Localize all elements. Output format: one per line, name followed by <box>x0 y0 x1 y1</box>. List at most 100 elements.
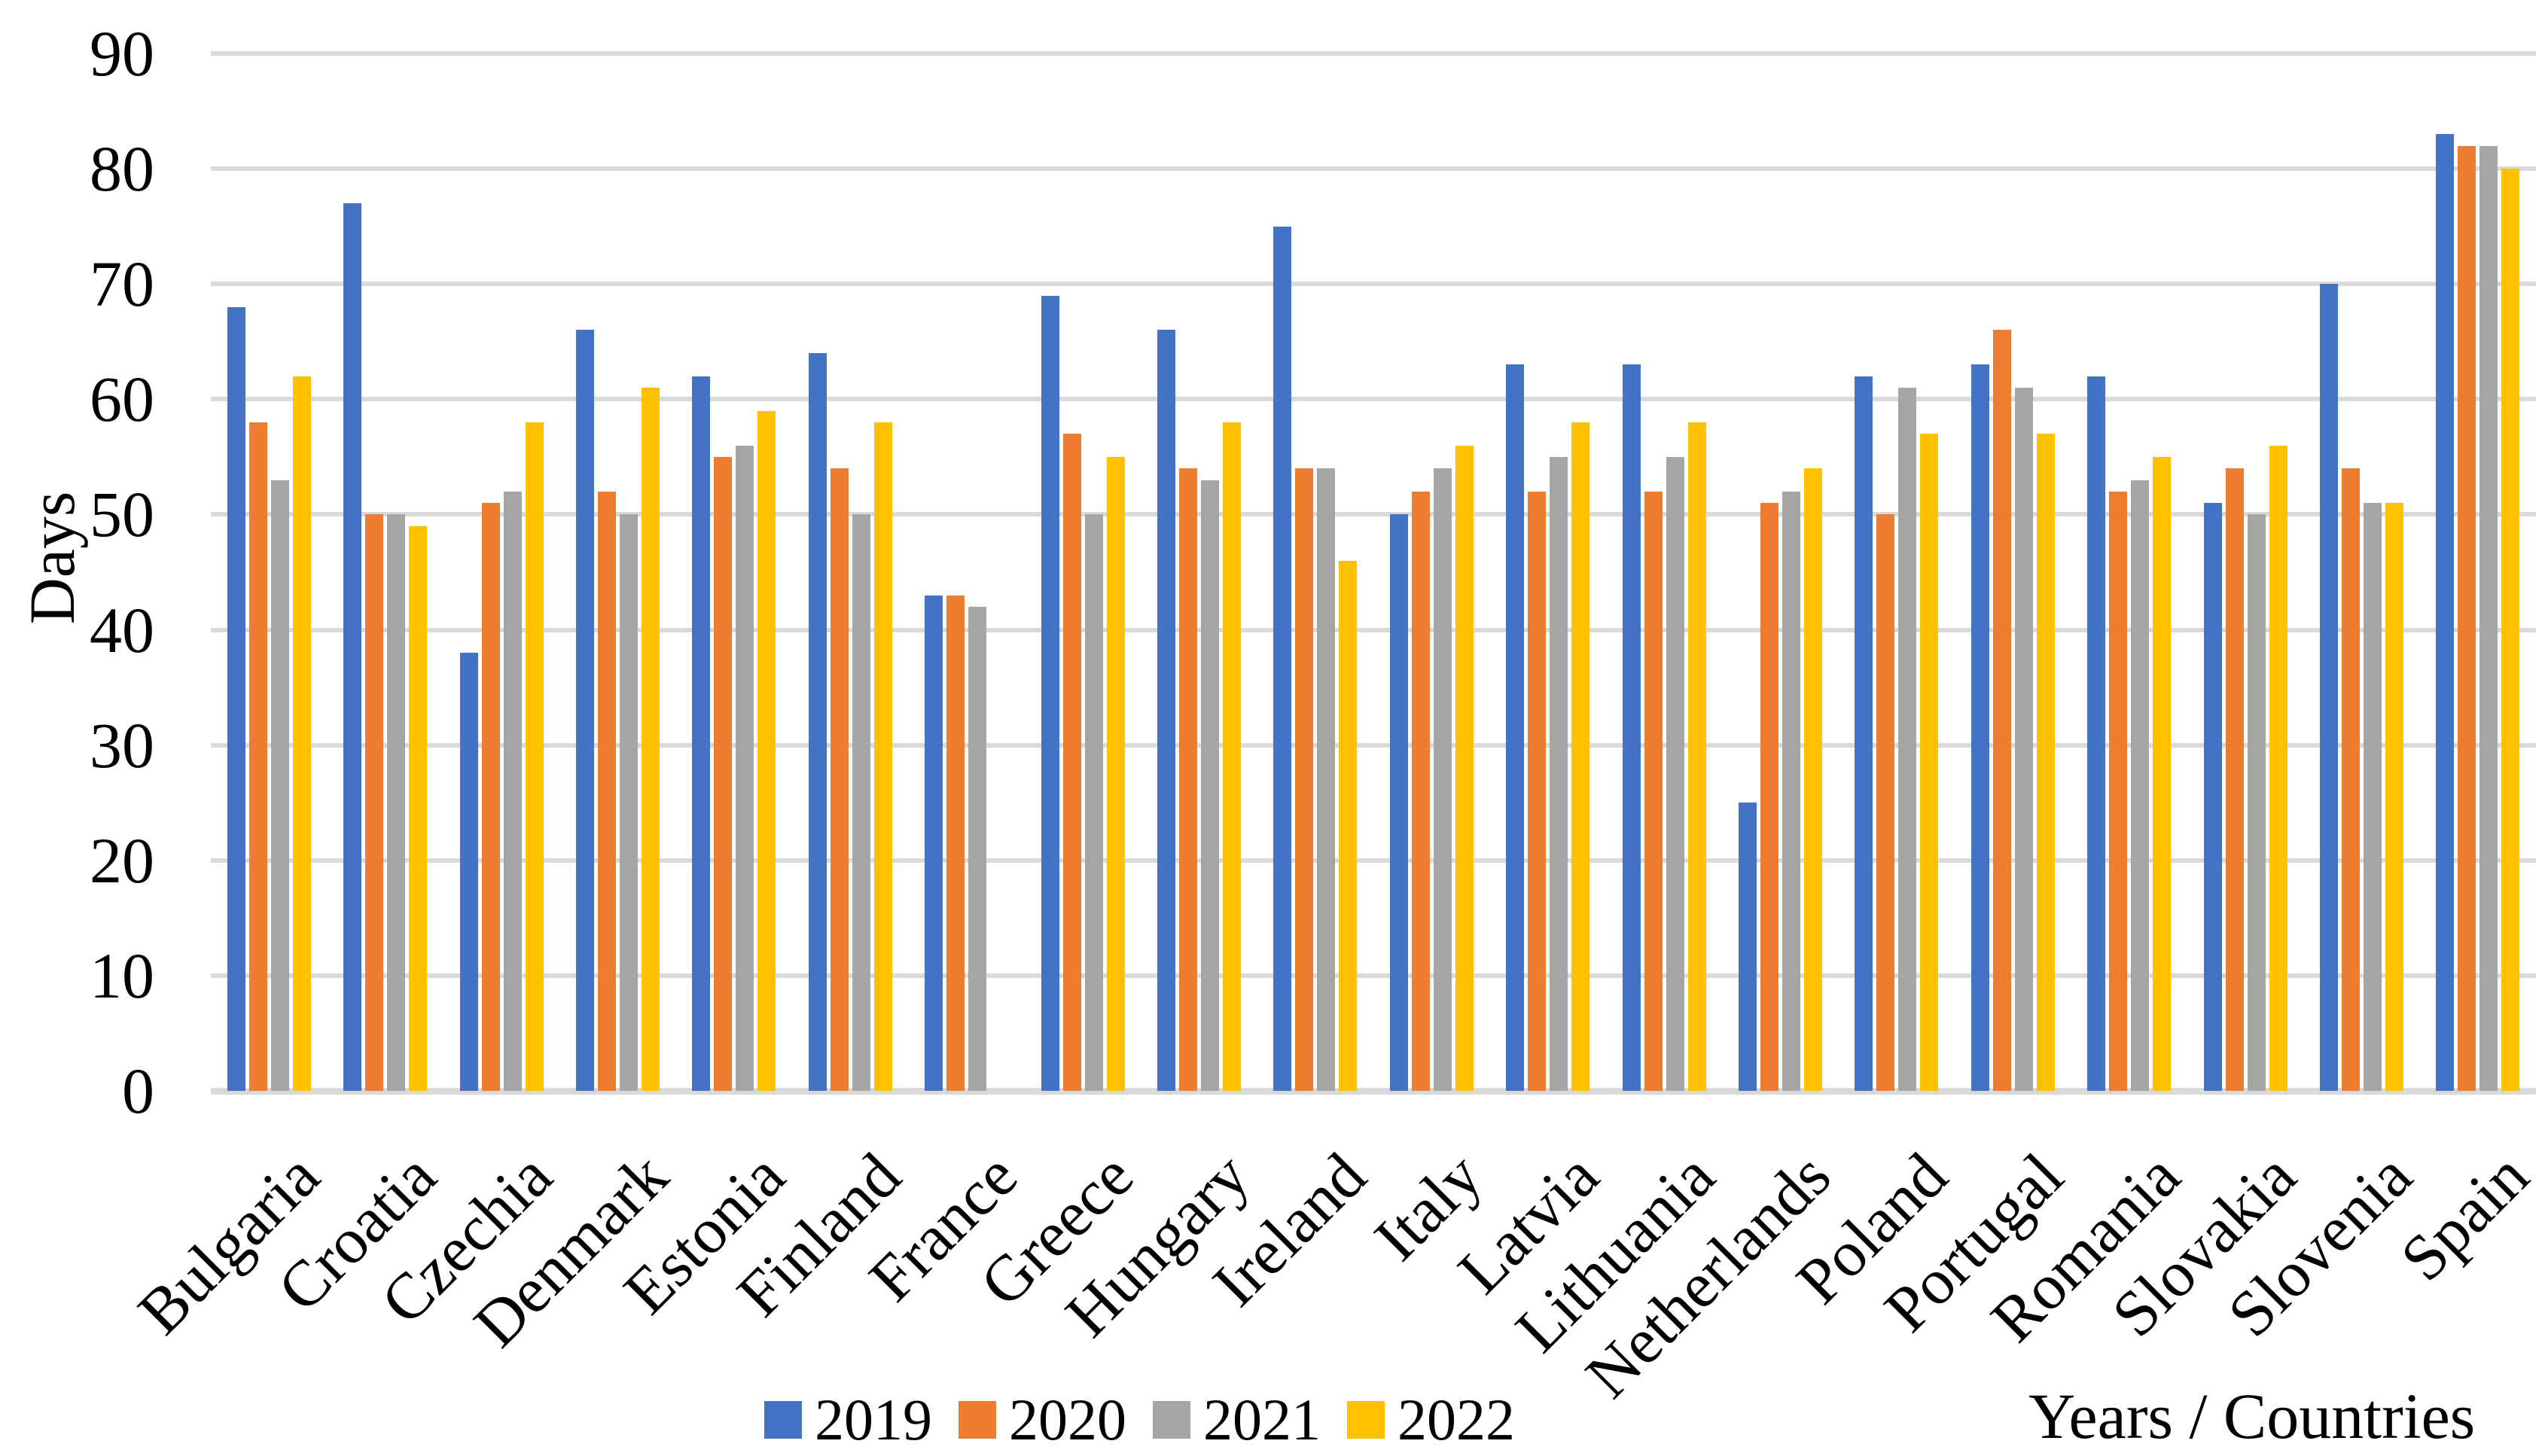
y-axis-tick-label: 80 <box>90 133 154 205</box>
legend-item-2021: 2021 <box>1153 1391 1321 1449</box>
bar-hungary-2019 <box>1157 330 1175 1091</box>
bar-czechia-2021 <box>503 491 522 1091</box>
bar-denmark-2021 <box>619 514 638 1091</box>
bar-denmark-2019 <box>575 330 594 1091</box>
legend-swatch-2022 <box>1347 1401 1385 1439</box>
bar-france-2019 <box>925 595 943 1091</box>
bar-hungary-2020 <box>1178 468 1197 1091</box>
bar-ireland-2022 <box>1339 560 1358 1091</box>
bar-group-finland <box>792 53 908 1091</box>
gridline <box>211 858 2536 863</box>
bar-croatia-2022 <box>409 525 428 1091</box>
legend-swatch-2019 <box>764 1401 802 1439</box>
bar-group-estonia <box>676 53 792 1091</box>
bar-bulgaria-2022 <box>292 376 311 1091</box>
bar-hungary-2022 <box>1222 422 1241 1091</box>
x-axis-line <box>211 1088 2536 1095</box>
bar-group-netherlands <box>1722 53 1838 1091</box>
bar-group-slovakia <box>2187 53 2303 1091</box>
bar-romania-2022 <box>2153 456 2172 1091</box>
bar-group-poland <box>1839 53 1955 1091</box>
y-axis-tick-label: 50 <box>90 478 154 550</box>
bar-italy-2020 <box>1411 491 1430 1091</box>
bar-group-hungary <box>1141 53 1257 1091</box>
bar-spain-2020 <box>2458 145 2476 1091</box>
bar-portugal-2022 <box>2036 434 2055 1091</box>
bar-portugal-2019 <box>1970 364 1989 1091</box>
bar-slovenia-2021 <box>2364 503 2382 1091</box>
bar-romania-2020 <box>2109 491 2128 1091</box>
bar-ireland-2021 <box>1317 468 1336 1091</box>
bar-croatia-2020 <box>365 514 384 1091</box>
bar-czechia-2020 <box>481 503 500 1091</box>
gridline <box>211 512 2536 516</box>
bar-netherlands-2019 <box>1738 803 1757 1091</box>
bar-netherlands-2021 <box>1782 491 1800 1091</box>
bar-czechia-2022 <box>525 422 544 1091</box>
legend-label-2021: 2021 <box>1203 1387 1321 1452</box>
bar-finland-2019 <box>808 353 827 1091</box>
bar-croatia-2019 <box>343 203 362 1091</box>
bar-france-2020 <box>946 595 965 1091</box>
legend-label-2020: 2020 <box>1009 1387 1126 1452</box>
bar-latvia-2020 <box>1528 491 1547 1091</box>
y-axis-tick-label: 60 <box>90 363 154 435</box>
gridline <box>211 628 2536 632</box>
bar-group-croatia <box>327 53 443 1091</box>
legend-label-2019: 2019 <box>815 1387 932 1452</box>
bar-finland-2021 <box>852 514 870 1091</box>
bar-finland-2022 <box>873 422 892 1091</box>
bar-romania-2021 <box>2131 480 2150 1091</box>
bar-italy-2019 <box>1389 514 1408 1091</box>
y-axis-tick-label: 40 <box>90 594 154 666</box>
bar-lithuania-2020 <box>1644 491 1663 1091</box>
bar-finland-2020 <box>830 468 849 1091</box>
bar-netherlands-2020 <box>1760 503 1778 1091</box>
gridline <box>211 973 2536 978</box>
bar-portugal-2020 <box>1992 330 2011 1091</box>
bar-france-2021 <box>968 606 987 1091</box>
bar-group-portugal <box>1955 53 2071 1091</box>
bar-poland-2019 <box>1855 376 1873 1091</box>
bar-estonia-2020 <box>714 456 733 1091</box>
bar-poland-2020 <box>1876 514 1895 1091</box>
bar-poland-2021 <box>1898 388 1917 1091</box>
bar-latvia-2021 <box>1550 456 1568 1091</box>
y-axis-tick-label: 30 <box>90 709 154 781</box>
bar-group-denmark <box>559 53 675 1091</box>
legend-item-2022: 2022 <box>1347 1391 1515 1449</box>
y-axis-tick-label: 10 <box>90 940 154 1012</box>
gridline <box>211 166 2536 171</box>
bar-spain-2021 <box>2479 145 2498 1091</box>
y-axis-tick-label: 90 <box>90 17 154 90</box>
bar-netherlands-2022 <box>1803 468 1822 1091</box>
bar-greece-2019 <box>1041 295 1059 1091</box>
gridline <box>211 282 2536 286</box>
bar-spain-2019 <box>2436 134 2455 1091</box>
bar-poland-2022 <box>1920 434 1939 1091</box>
legend-item-2020: 2020 <box>959 1391 1126 1449</box>
bar-group-spain <box>2420 53 2536 1091</box>
bar-bulgaria-2021 <box>270 480 289 1091</box>
bar-romania-2019 <box>2087 376 2106 1091</box>
y-axis-tick-label: 20 <box>90 824 154 897</box>
bar-group-bulgaria <box>211 53 327 1091</box>
bar-bulgaria-2020 <box>248 422 267 1091</box>
bar-croatia-2021 <box>387 514 406 1091</box>
y-axis-tick-label: 70 <box>90 248 154 320</box>
x-axis-title: Years / Countries <box>2028 1380 2476 1452</box>
bar-slovenia-2019 <box>2320 284 2339 1091</box>
bar-latvia-2022 <box>1571 422 1590 1091</box>
bar-lithuania-2021 <box>1666 456 1684 1091</box>
bar-groups <box>211 53 2536 1091</box>
bar-estonia-2022 <box>757 410 776 1091</box>
bar-greece-2022 <box>1106 456 1125 1091</box>
bar-greece-2021 <box>1084 514 1103 1091</box>
legend: 2019 2020 2021 2022 <box>764 1391 1515 1449</box>
bar-slovakia-2021 <box>2247 514 2266 1091</box>
bar-slovenia-2020 <box>2342 468 2361 1091</box>
bar-group-romania <box>2071 53 2187 1091</box>
bar-portugal-2021 <box>2014 388 2033 1091</box>
bar-estonia-2019 <box>692 376 711 1091</box>
bar-denmark-2022 <box>641 388 660 1091</box>
